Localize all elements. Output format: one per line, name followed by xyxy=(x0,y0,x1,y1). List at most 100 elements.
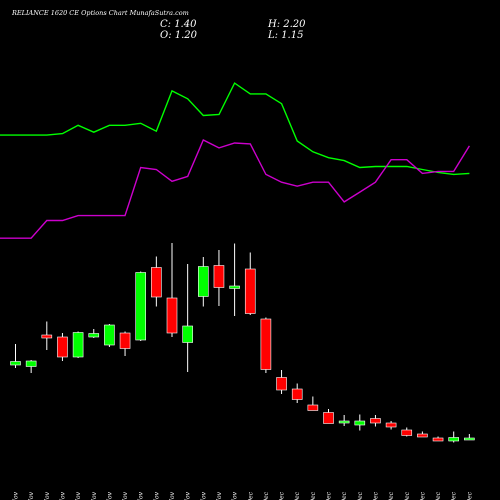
candle-05-dec xyxy=(307,396,319,411)
x-tick-label: 08 Dec xyxy=(326,491,333,500)
x-tick-label: 19 Dec xyxy=(466,491,473,500)
candle-27-nov xyxy=(213,250,225,306)
x-tick-label: 18 Nov xyxy=(106,491,113,500)
candle-12-nov xyxy=(41,321,53,350)
candle-13-nov xyxy=(57,333,68,361)
candle-body xyxy=(307,404,319,411)
x-tick-label: 24 Nov xyxy=(169,491,176,500)
x-tick-label: 28 Nov xyxy=(232,491,239,500)
high-readout: H: 2.20 xyxy=(267,19,306,30)
candle-body xyxy=(276,377,287,391)
candle-body xyxy=(229,285,240,289)
candle-body xyxy=(385,422,397,428)
x-tick-label: 25 Nov xyxy=(185,491,192,500)
candle-body xyxy=(213,265,225,288)
candle-body xyxy=(57,336,68,358)
indicator-line-2 xyxy=(0,139,470,239)
candle-body xyxy=(198,266,209,297)
candle-15-dec xyxy=(401,427,413,437)
chart-title: RELIANCE 1620 CE Options Chart MunafaSut… xyxy=(11,9,189,17)
candle-04-dec xyxy=(291,383,303,403)
candle-body xyxy=(72,332,84,358)
x-tick-label: 27 Nov xyxy=(216,491,223,500)
candle-28-nov xyxy=(229,243,240,316)
x-tick-label: 18 Dec xyxy=(451,491,458,500)
candle-09-dec xyxy=(338,415,350,426)
candle-body xyxy=(432,437,444,442)
x-tick-label: 17 Nov xyxy=(91,491,98,500)
candle-body xyxy=(104,324,115,346)
x-tick-label: 21 Nov xyxy=(153,491,160,500)
x-tick-label: 12 Dec xyxy=(388,491,395,500)
indicator-line-1 xyxy=(0,82,470,176)
candle-10-dec xyxy=(354,414,366,431)
x-tick-label: 09 Dec xyxy=(341,491,348,500)
candle-body xyxy=(370,418,381,424)
candle-24-nov xyxy=(166,243,178,337)
candle-17-nov xyxy=(88,329,100,338)
candle-body xyxy=(119,332,131,349)
candle-body xyxy=(417,433,428,438)
candle-body xyxy=(135,272,146,341)
x-tick-label: 05 Dec xyxy=(310,491,317,500)
x-tick-label: 20 Nov xyxy=(138,491,145,500)
candle-14-nov xyxy=(72,331,84,358)
candle-25-nov xyxy=(182,264,193,372)
x-tick-label: 12 Nov xyxy=(44,491,51,500)
candles xyxy=(10,243,475,443)
candle-body xyxy=(260,318,272,370)
x-tick-label: 26 Nov xyxy=(200,491,207,500)
candle-10-nov xyxy=(10,344,21,368)
candle-body xyxy=(323,412,334,424)
candle-body xyxy=(401,429,413,436)
low-readout: L: 1.15 xyxy=(267,30,303,41)
candle-body xyxy=(291,388,303,400)
candle-08-dec xyxy=(323,409,334,424)
candle-02-dec xyxy=(260,317,272,373)
candle-body xyxy=(25,360,37,367)
candle-17-dec xyxy=(432,436,444,442)
candle-18-dec xyxy=(448,431,460,443)
x-tick-label: 11 Nov xyxy=(28,491,35,500)
candle-body xyxy=(244,268,256,314)
candle-16-dec xyxy=(417,431,428,438)
x-tick-label: 02 Dec xyxy=(263,491,270,500)
x-axis-labels: 10 Nov 11 Nov 12 Nov 13 Nov 14 Nov 17 Nov 18 N… xyxy=(13,491,474,500)
x-tick-label: 16 Dec xyxy=(419,491,426,500)
x-tick-label: 19 Nov xyxy=(122,491,129,500)
candle-01-dec xyxy=(244,252,256,315)
x-tick-label: 10 Nov xyxy=(13,491,20,500)
x-tick-label: 13 Nov xyxy=(59,491,66,500)
candle-19-nov xyxy=(119,331,131,356)
candle-11-nov xyxy=(25,360,37,373)
candle-18-nov xyxy=(104,324,115,347)
candle-21-nov xyxy=(151,256,162,307)
candle-body xyxy=(88,333,100,338)
candle-body xyxy=(41,334,53,339)
indicator-lines xyxy=(0,82,470,239)
candle-body xyxy=(448,437,460,442)
open-readout: O: 1.20 xyxy=(160,30,198,41)
candle-body xyxy=(10,361,21,366)
candle-body xyxy=(182,325,193,343)
x-tick-label: 15 Dec xyxy=(404,491,411,500)
x-tick-label: 10 Dec xyxy=(357,491,364,500)
candle-20-nov xyxy=(135,271,146,341)
candle-body xyxy=(166,297,178,334)
x-tick-label: 14 Nov xyxy=(75,491,82,500)
candle-26-nov xyxy=(198,257,209,307)
x-tick-label: 01 Dec xyxy=(247,491,254,500)
candle-body xyxy=(464,437,475,441)
candle-11-dec xyxy=(370,415,381,427)
x-tick-label: 03 Dec xyxy=(279,491,286,500)
x-tick-label: 11 Dec xyxy=(372,491,379,500)
candle-body xyxy=(151,267,162,298)
close-readout: C: 1.40 xyxy=(160,19,197,30)
candle-body xyxy=(354,420,366,426)
candle-19-dec xyxy=(464,434,475,441)
x-tick-label: 04 Dec xyxy=(294,491,301,500)
candle-body xyxy=(338,420,350,424)
x-tick-label: 17 Dec xyxy=(435,491,442,500)
